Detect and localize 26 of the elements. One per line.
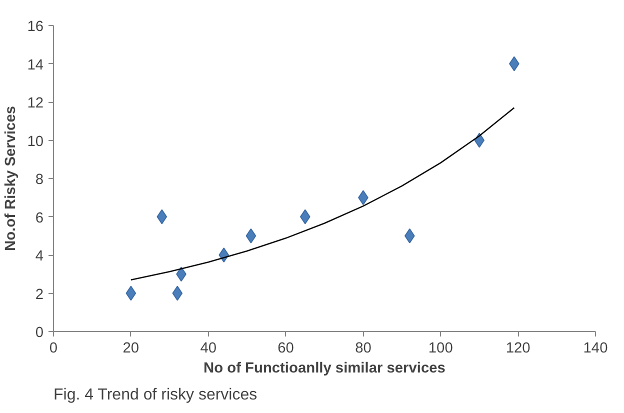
x-tick-label: 100 [428, 340, 453, 356]
point [172, 286, 183, 301]
y-tick-label: 2 [35, 286, 44, 303]
y-tick-label: 0 [35, 325, 44, 341]
y-tick-label: 6 [35, 210, 44, 226]
point [156, 209, 168, 224]
y-tick-label: 10 [27, 134, 44, 150]
x-tick-label: 20 [122, 340, 140, 356]
x-tick-label: 120 [506, 340, 530, 356]
y-tick-label: 4 [35, 248, 44, 264]
y-tick-label: 12 [27, 96, 44, 112]
y-tick-label: 14 [27, 57, 44, 74]
x-axis-title: No of Functioanlly similar services [204, 360, 446, 376]
point [126, 286, 136, 301]
x-tick-label: 60 [278, 340, 294, 356]
x-tick-label: 40 [200, 340, 217, 356]
caption: Fig. 4 Trend of risky services [54, 386, 258, 404]
point [246, 228, 256, 244]
y-tick-label: 8 [35, 172, 44, 188]
line-series [130, 107, 515, 281]
point [300, 209, 310, 224]
x-tick-label: 80 [355, 340, 372, 356]
x-tick-label: 0 [49, 340, 58, 356]
y-axis-title: No.of Risky Services [3, 106, 20, 251]
y-tick-label: 16 [27, 19, 44, 35]
x-tick-label: 140 [583, 340, 608, 356]
